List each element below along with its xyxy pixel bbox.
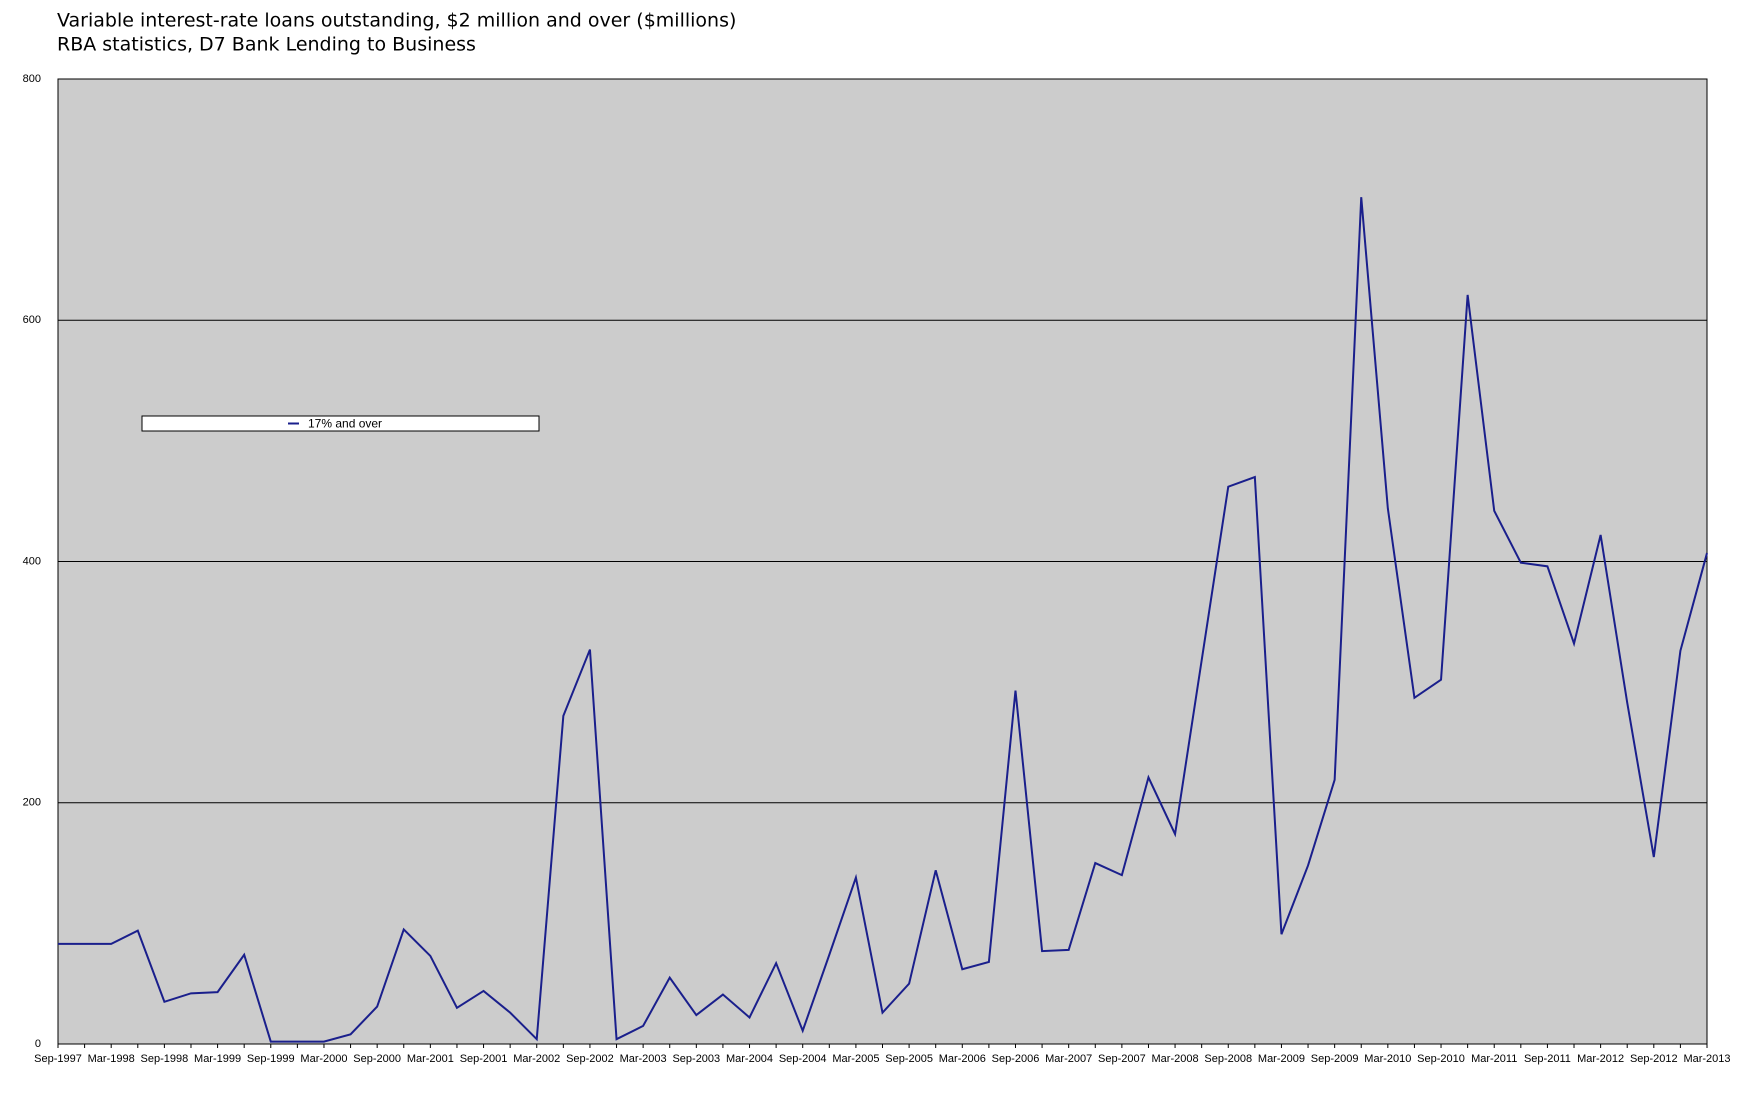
x-tick-label: Sep-2007: [1098, 1053, 1146, 1065]
x-tick-label: Sep-2006: [992, 1053, 1040, 1065]
x-tick-label: Sep-2005: [885, 1053, 933, 1065]
legend-box: [141, 415, 540, 432]
x-tick-label: Sep-2000: [353, 1053, 401, 1065]
x-tick-label: Mar-2001: [407, 1053, 454, 1065]
x-tick-label: Mar-2008: [1152, 1053, 1199, 1065]
x-tick-label: Mar-1998: [88, 1053, 135, 1065]
x-tick-label: Mar-2002: [513, 1053, 560, 1065]
x-tick-label: Mar-2009: [1258, 1053, 1305, 1065]
legend: 17% and over: [141, 415, 540, 432]
chart-title: Variable interest-rate loans outstanding…: [57, 10, 736, 32]
y-tick-label: 800: [23, 73, 41, 85]
x-tick-label: Sep-2004: [779, 1053, 827, 1065]
x-tick-label: Mar-2003: [620, 1053, 667, 1065]
x-tick-label: Mar-2007: [1045, 1053, 1092, 1065]
x-tick-label: Sep-2008: [1204, 1053, 1252, 1065]
x-tick-label: Mar-2000: [300, 1053, 347, 1065]
x-tick-label: Mar-2011: [1471, 1053, 1517, 1065]
x-tick-label: Mar-2013: [1683, 1053, 1730, 1065]
x-tick-label: Sep-1997: [34, 1053, 82, 1065]
x-tick-label: Sep-2009: [1311, 1053, 1359, 1065]
x-tick-label: Sep-2003: [672, 1053, 720, 1065]
x-tick-label: Mar-1999: [194, 1053, 241, 1065]
x-tick-label: Mar-2012: [1577, 1053, 1624, 1065]
x-tick-label: Sep-1998: [141, 1053, 189, 1065]
y-tick-label: 600: [23, 314, 41, 326]
x-tick-label: Sep-1999: [247, 1053, 295, 1065]
x-tick-label: Mar-2004: [726, 1053, 773, 1065]
x-tick-label: Sep-2010: [1417, 1053, 1465, 1065]
y-tick-label: 200: [23, 797, 41, 809]
x-tick-label: Sep-2002: [566, 1053, 614, 1065]
x-tick-label: Mar-2005: [832, 1053, 879, 1065]
x-tick-label: Sep-2012: [1630, 1053, 1678, 1065]
y-tick-label: 400: [23, 555, 41, 567]
legend-label: 17% and over: [308, 417, 382, 431]
y-tick-label: 0: [35, 1038, 41, 1050]
chart-subtitle: RBA statistics, D7 Bank Lending to Busin…: [57, 34, 476, 56]
data-line: [58, 197, 1708, 1043]
x-tick-label: Mar-2006: [939, 1053, 986, 1065]
x-tick-label: Sep-2011: [1524, 1053, 1571, 1065]
x-tick-label: Sep-2001: [460, 1053, 508, 1065]
x-tick-label: Mar-2010: [1364, 1053, 1411, 1065]
